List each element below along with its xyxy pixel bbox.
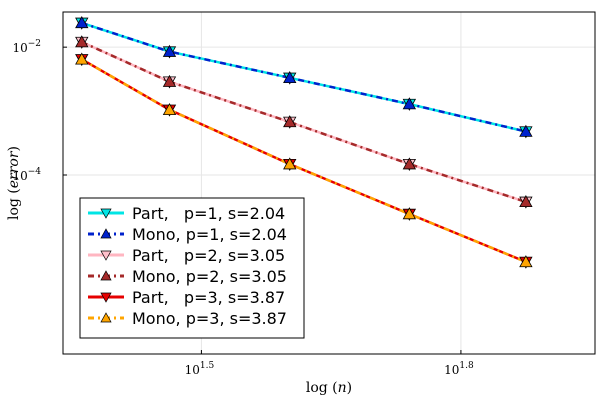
legend-label: Mono, p=3, s=3.87 (132, 309, 287, 328)
legend-label: Part, p=3, s=3.87 (132, 288, 285, 307)
legend-swatch-marker (100, 270, 112, 281)
series-2-point (519, 124, 533, 137)
legend-label: Mono, p=1, s=2.04 (132, 225, 287, 244)
y-tick-label: 10−4 (12, 167, 41, 183)
series-markers (75, 16, 533, 269)
x-tick-label: 101.5 (185, 361, 215, 377)
series-2-point (75, 16, 89, 29)
x-tick-label: 101.8 (444, 361, 474, 377)
series-6-point (402, 207, 417, 220)
series-4-point (75, 35, 89, 48)
series-4-point (283, 115, 297, 128)
series-2-point (402, 97, 417, 110)
series-6-point (162, 102, 177, 116)
x-axis-label: log (n) (306, 380, 352, 396)
series-2-point (283, 71, 297, 84)
series-line-3 (81, 40, 527, 204)
y-axis-label: log (error) (6, 146, 22, 220)
axis-labels: log (n) log (error) (6, 146, 352, 396)
legend-swatch-marker (100, 208, 112, 219)
legend-label: Part, p=1, s=2.04 (132, 204, 285, 223)
series-line-6 (81, 58, 527, 264)
series-6-point (75, 52, 89, 65)
series-2-point (162, 44, 177, 57)
axis-ticks: 101.5 101.8 10−2 10−4 (12, 39, 474, 377)
legend-swatch-marker (100, 250, 112, 261)
series-4-point (519, 195, 533, 208)
legend-box (79, 197, 305, 339)
legend: Part, p=1, s=2.04 Mono, p=1, s=2.04 Part, … (79, 197, 305, 339)
legend-swatch-marker (100, 312, 112, 323)
legend-label: Part, p=2, s=3.05 (132, 246, 285, 265)
series-6-point (283, 157, 297, 170)
series-4-point (402, 157, 417, 170)
legend-swatch-marker (100, 292, 112, 303)
series-line-2 (81, 21, 527, 133)
plot-area (62, 11, 596, 355)
series-6-point (519, 255, 533, 268)
legend-swatch-marker (100, 228, 112, 239)
legend-label: Mono, p=2, s=3.05 (132, 267, 287, 286)
y-tick-label: 10−2 (12, 39, 41, 55)
series-4-point (162, 74, 177, 87)
series-line-4 (81, 40, 527, 204)
